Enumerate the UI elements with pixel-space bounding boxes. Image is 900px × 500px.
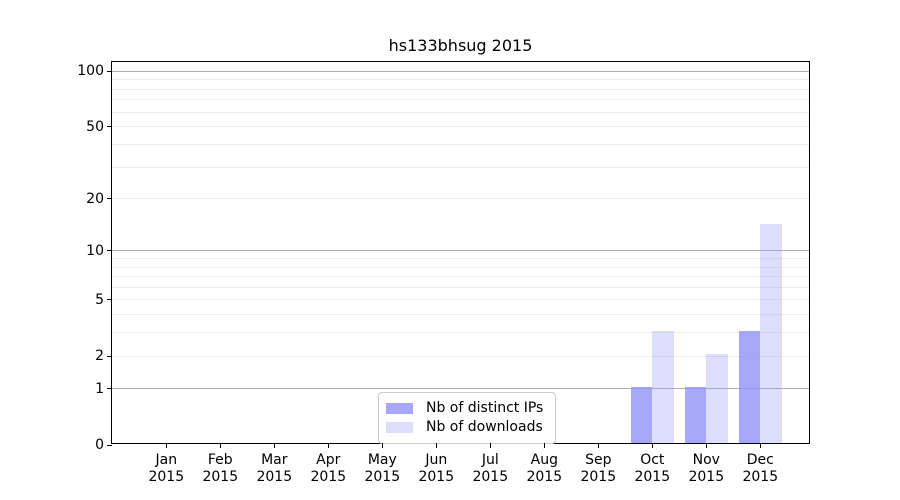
minor-gridline	[112, 287, 809, 288]
major-gridline	[112, 70, 809, 72]
minor-gridline	[112, 88, 809, 90]
legend-swatch-nb-of-downloads	[386, 422, 413, 433]
x-axis-tick	[489, 443, 491, 448]
x-tick-label: Jan 2015	[148, 452, 185, 485]
x-tick-label: Apr 2015	[310, 452, 347, 485]
y-axis-tick	[107, 444, 112, 446]
chart-title: hs133bhsug 2015	[388, 36, 533, 55]
bar-nb-of-downloads-nov	[706, 354, 728, 443]
x-axis-tick	[435, 443, 437, 448]
y-axis-tick	[107, 70, 112, 72]
major-gridline	[112, 388, 809, 390]
y-axis-tick	[107, 250, 112, 252]
x-tick-label: Aug 2015	[526, 452, 563, 485]
y-tick-label: 2	[95, 348, 104, 365]
y-tick-label: 0	[95, 437, 104, 453]
x-axis-tick	[273, 443, 275, 448]
legend: Nb of distinct IPs Nb of downloads	[378, 392, 557, 444]
x-axis-tick	[381, 443, 383, 448]
y-axis-tick	[107, 198, 112, 199]
x-axis-tick	[705, 443, 707, 448]
bar-nb-of-distinct-ips-oct	[630, 386, 653, 443]
y-tick-label: 20	[86, 190, 104, 207]
x-axis-tick	[759, 443, 761, 448]
minor-gridline	[112, 258, 809, 260]
y-tick-label: 5	[95, 291, 104, 308]
x-tick-label: Oct 2015	[634, 452, 671, 485]
x-axis-tick	[327, 443, 329, 448]
minor-gridline	[112, 79, 809, 81]
x-axis-tick	[651, 443, 653, 448]
legend-swatch-nb-of-distinct-ips	[386, 403, 413, 414]
bar-nb-of-downloads-dec	[760, 223, 782, 443]
bar-nb-of-downloads-oct	[652, 330, 674, 443]
minor-gridline	[112, 166, 809, 168]
x-tick-label: Dec 2015	[742, 452, 779, 485]
x-tick-label: Sep 2015	[580, 452, 617, 485]
legend-label: Nb of distinct IPs	[426, 400, 544, 416]
minor-gridline	[112, 266, 809, 268]
minor-gridline	[112, 332, 809, 334]
minor-gridline	[112, 99, 809, 101]
bar-nb-of-distinct-ips-dec	[738, 330, 761, 443]
minor-gridline	[112, 299, 809, 301]
minor-gridline	[112, 198, 809, 199]
legend-label: Nb of downloads	[426, 419, 543, 435]
x-axis-tick	[219, 443, 221, 448]
x-axis-tick	[597, 443, 599, 448]
legend-entry: Nb of distinct IPs	[386, 399, 543, 418]
y-axis-tick	[107, 355, 112, 357]
plot-area: Nb of distinct IPs Nb of downloads 0 1 2 5 10…	[77, 61, 810, 485]
x-tick-label: Nov 2015	[688, 452, 725, 485]
y-tick-label: 50	[86, 118, 104, 135]
bar-nb-of-distinct-ips-nov	[684, 386, 707, 443]
minor-gridline	[112, 143, 809, 145]
x-tick-label: May 2015	[364, 452, 401, 485]
y-tick-label: 10	[86, 242, 104, 259]
minor-gridline	[112, 111, 809, 113]
y-tick-label: 1	[95, 380, 104, 397]
x-axis-tick	[165, 443, 167, 448]
legend-entry: Nb of downloads	[386, 418, 543, 437]
x-tick-label: Jul 2015	[472, 452, 509, 485]
x-tick-label: Jun 2015	[418, 452, 455, 485]
y-axis-tick	[107, 299, 112, 301]
y-axis-tick	[107, 126, 112, 128]
x-axis-tick	[543, 443, 545, 448]
x-tick-label: Mar 2015	[256, 452, 293, 485]
minor-gridline	[112, 126, 809, 128]
minor-gridline	[112, 276, 809, 278]
minor-gridline	[112, 355, 809, 357]
y-axis-tick	[107, 388, 112, 390]
major-gridline	[112, 250, 809, 252]
y-tick-label: 100	[77, 63, 104, 80]
minor-gridline	[112, 314, 809, 316]
x-tick-label: Feb 2015	[202, 452, 239, 485]
